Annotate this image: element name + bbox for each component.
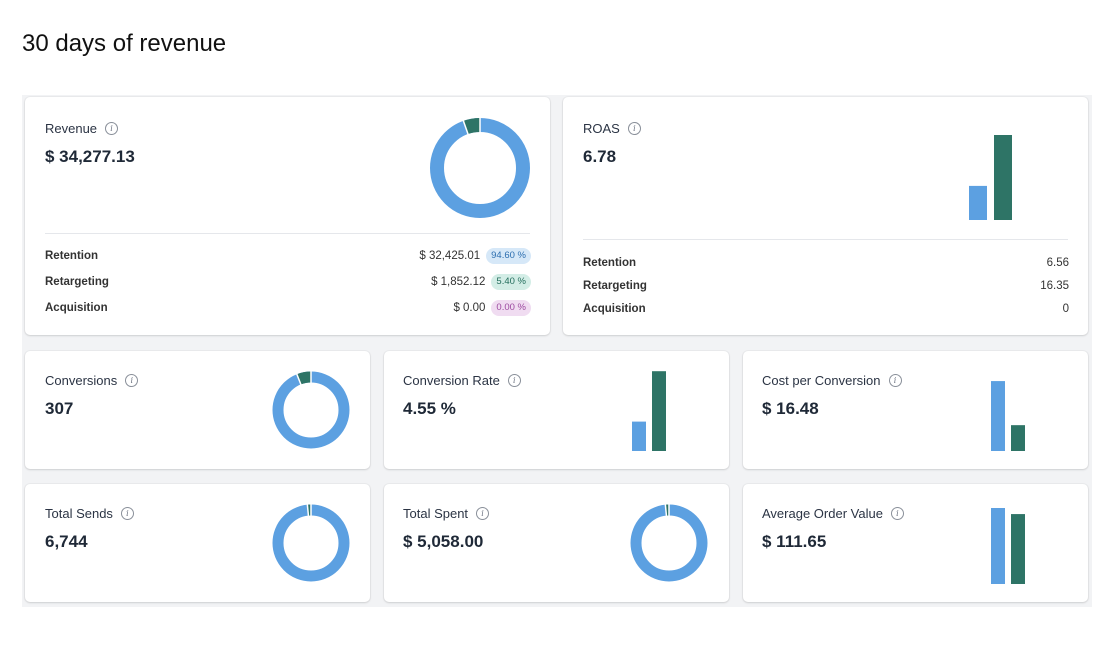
conversion-rate-title-label: Conversion Rate [403, 373, 500, 388]
info-icon[interactable]: i [888, 374, 902, 387]
row-value: 6.56 [1046, 257, 1069, 269]
bar-2 [652, 371, 666, 451]
donut-segment-main [430, 118, 530, 218]
row-amount: $ 0.00 [453, 302, 486, 314]
total-sends-title-label: Total Sends [45, 506, 113, 521]
row-label: Retargeting [583, 280, 647, 292]
roas-value: 6.78 [583, 147, 617, 166]
average-order-value-bar-chart [991, 508, 1025, 584]
conversions-value: 307 [45, 399, 74, 418]
conversion-rate-bar-chart [632, 371, 666, 451]
average-order-value-title: Average Order Value i [762, 506, 904, 521]
total-spent-card: Total Spent i $ 5,058.00 [384, 484, 729, 602]
cost-per-conversion-value: $ 16.48 [762, 399, 819, 418]
conversion-rate-title: Conversion Rate i [403, 373, 521, 388]
revenue-row-retention: Retention $ 32,425.01 94.60 % [45, 247, 531, 265]
conversions-title: Conversions i [45, 373, 139, 388]
dashboard-grid: Revenue i $ 34,277.13 Retention $ 32,425… [22, 95, 1092, 607]
row-label: Retention [583, 257, 637, 269]
roas-bar-chart [969, 135, 1012, 220]
row-label: Acquisition [583, 303, 646, 315]
info-icon[interactable]: i [476, 507, 490, 520]
info-icon[interactable]: i [627, 122, 641, 135]
info-icon[interactable]: i [125, 374, 139, 387]
revenue-donut-chart [430, 117, 530, 218]
bar-1 [991, 508, 1005, 584]
cost-per-conversion-title: Cost per Conversion i [762, 373, 902, 388]
row-amount: $ 32,425.01 [419, 250, 481, 262]
info-icon[interactable]: i [120, 507, 134, 520]
total-sends-donut-chart [272, 503, 350, 582]
roas-card: ROAS i 6.78 Retention 6.56 Retargeting 1… [563, 97, 1088, 335]
info-icon[interactable]: i [507, 374, 521, 387]
average-order-value-title-label: Average Order Value [762, 506, 883, 521]
revenue-card: Revenue i $ 34,277.13 Retention $ 32,425… [25, 97, 550, 335]
conversion-rate-value: 4.55 % [403, 399, 456, 418]
average-order-value-value: $ 111.65 [762, 532, 827, 551]
pct-badge: 5.40 % [491, 274, 531, 290]
pct-badge: 0.00 % [491, 300, 531, 316]
pct-badge: 94.60 % [486, 248, 531, 264]
roas-row-acquisition: Acquisition 0 [583, 300, 1069, 318]
roas-title-label: ROAS [583, 121, 620, 136]
revenue-row-acquisition: Acquisition $ 0.00 0.00 % [45, 299, 531, 317]
donut-separator [664, 503, 668, 517]
bar-1 [632, 421, 646, 451]
roas-title: ROAS i [583, 121, 641, 136]
bar-1 [991, 381, 1005, 451]
row-label: Retention [45, 250, 99, 262]
row-amount: $ 1,852.12 [431, 276, 486, 288]
info-icon[interactable]: i [105, 122, 119, 135]
row-label: Retargeting [45, 276, 109, 288]
total-spent-title-label: Total Spent [403, 506, 469, 521]
total-spent-value: $ 5,058.00 [403, 532, 484, 551]
donut-separator [295, 372, 302, 386]
donut-separator [462, 119, 470, 136]
total-sends-card: Total Sends i 6,744 [25, 484, 370, 602]
info-icon[interactable]: i [890, 507, 904, 520]
donut-segment-main [272, 504, 350, 582]
roas-row-retargeting: Retargeting 16.35 [583, 277, 1069, 295]
divider [45, 233, 530, 234]
bar-2 [994, 135, 1012, 220]
average-order-value-card: Average Order Value i $ 111.65 [743, 484, 1088, 602]
cost-per-conversion-card: Cost per Conversion i $ 16.48 [743, 351, 1088, 469]
revenue-title: Revenue i [45, 121, 119, 136]
total-spent-donut-chart [630, 503, 708, 582]
cost-per-conversion-bar-chart [991, 381, 1025, 451]
cost-per-conversion-title-label: Cost per Conversion [762, 373, 881, 388]
donut-segment-main [630, 504, 708, 582]
bar-1 [969, 185, 987, 220]
donut-segment-main [272, 371, 350, 449]
revenue-value: $ 34,277.13 [45, 147, 135, 166]
bar-2 [1011, 514, 1025, 584]
revenue-row-retargeting: Retargeting $ 1,852.12 5.40 % [45, 273, 531, 291]
conversions-donut-chart [272, 370, 350, 449]
roas-row-retention: Retention 6.56 [583, 254, 1069, 272]
conversions-card: Conversions i 307 [25, 351, 370, 469]
row-label: Acquisition [45, 302, 108, 314]
donut-separator [306, 503, 310, 517]
total-sends-value: 6,744 [45, 532, 88, 551]
total-spent-title: Total Spent i [403, 506, 490, 521]
conversion-rate-card: Conversion Rate i 4.55 % [384, 351, 729, 469]
row-value: 0 [1062, 303, 1069, 315]
divider [583, 239, 1068, 240]
conversions-title-label: Conversions [45, 373, 118, 388]
revenue-title-label: Revenue [45, 121, 98, 136]
bar-2 [1011, 425, 1025, 451]
row-value: 16.35 [1040, 280, 1069, 292]
total-sends-title: Total Sends i [45, 506, 134, 521]
page-title: 30 days of revenue [22, 30, 227, 57]
